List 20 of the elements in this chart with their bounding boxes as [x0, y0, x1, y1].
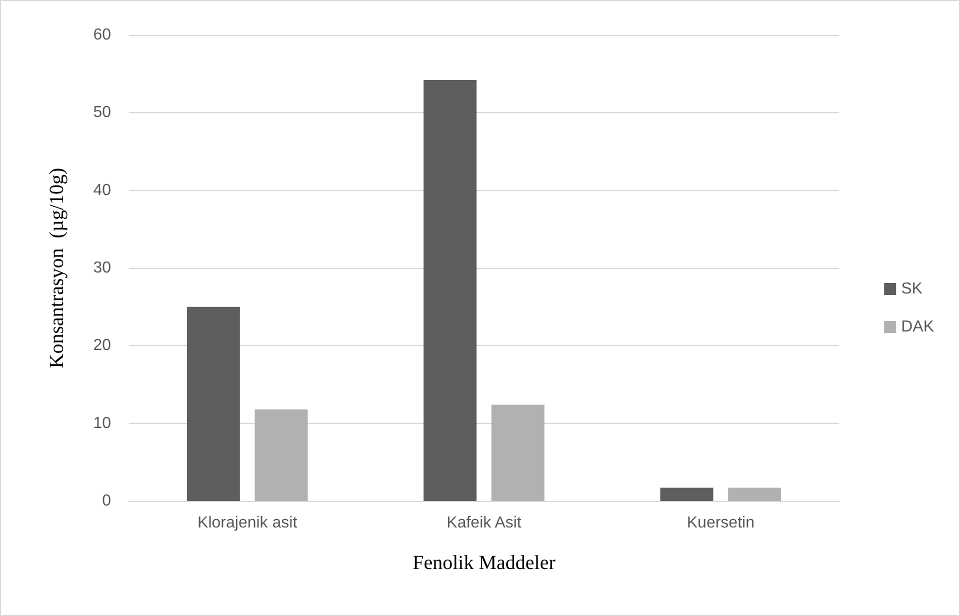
- y-axis-title: Konsantrasyon (µg/10g): [46, 168, 68, 368]
- x-tick-label: Klorajenik asit: [198, 514, 298, 532]
- y-tick-label: 0: [102, 492, 112, 510]
- y-tick-label: 10: [93, 414, 112, 432]
- x-axis-title: Fenolik Maddeler: [412, 552, 556, 574]
- y-tick-label: 40: [93, 182, 112, 199]
- bar: [254, 409, 308, 501]
- legend-label: DAK: [901, 318, 934, 336]
- bar: [660, 488, 714, 501]
- y-tick-label: 60: [93, 26, 112, 44]
- bar: [728, 488, 782, 501]
- x-tick-label: Kuersetin: [686, 514, 754, 532]
- x-tick-label: Kafeik Asit: [446, 514, 522, 532]
- y-tick-label: 50: [93, 104, 112, 122]
- y-tick-label: 30: [93, 260, 112, 276]
- bar: [491, 404, 544, 501]
- legend-label: SK: [901, 280, 923, 298]
- bar: [424, 80, 477, 501]
- bar: [186, 306, 240, 501]
- y-tick-label: 20: [93, 337, 112, 354]
